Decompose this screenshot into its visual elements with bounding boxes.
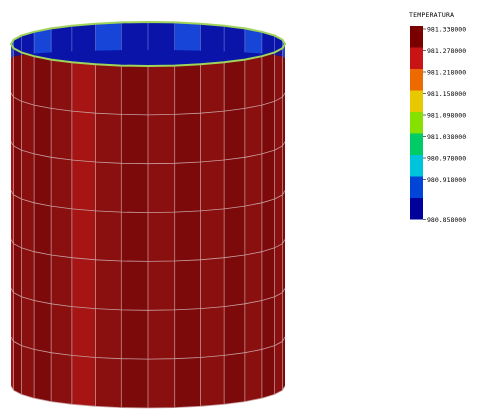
legend-swatch: [410, 112, 423, 134]
shell-facet: [200, 62, 225, 407]
legend-level-label: 980.918000: [427, 176, 466, 184]
interior-facet: [261, 31, 275, 55]
legend-swatch: [410, 155, 423, 177]
legend-swatch: [410, 198, 423, 220]
shell-facet: [244, 56, 262, 402]
shell-facet: [224, 59, 245, 405]
legend-level-label: 980.978000: [427, 154, 466, 162]
shell-facet: [71, 62, 96, 407]
legend-swatches: [410, 26, 426, 220]
legend-level-label: 981.338000: [427, 25, 466, 33]
interior-facet: [224, 25, 245, 53]
legend-swatch: [410, 69, 423, 91]
interior-facet: [95, 22, 122, 51]
shell-facet: [148, 65, 175, 409]
shell-facet: [121, 65, 148, 409]
legend-swatch: [410, 47, 423, 69]
shell-facet: [174, 64, 201, 408]
interior-facet: [174, 22, 201, 51]
legend-level-label: 981.098000: [427, 111, 466, 119]
legend-swatch: [410, 133, 423, 155]
legend-level-label: 981.038000: [427, 133, 466, 141]
color-legend: TEMPERATURA 981.338000 981.278000 981.2180…: [409, 11, 466, 224]
legend-level-label: 981.158000: [427, 90, 466, 98]
shell-facet: [11, 44, 14, 391]
legend-labels: 981.338000 981.278000 981.218000 981.158000…: [427, 25, 466, 224]
cylinder-interior: [11, 22, 285, 66]
shell-facet: [51, 59, 72, 405]
shell-facet: [282, 44, 285, 391]
cylinder-model: [9, 20, 287, 409]
shell-facet: [95, 64, 122, 408]
shell-facet: [21, 52, 35, 399]
interior-facet: [21, 31, 35, 55]
legend-title: TEMPERATURA: [409, 11, 454, 19]
shell-facet: [274, 48, 283, 395]
cylinder-mesh-seams: [13, 48, 283, 408]
interior-facet: [244, 28, 262, 54]
shell-facet: [261, 52, 275, 399]
interior-facet: [51, 25, 72, 53]
interior-facet: [200, 23, 225, 52]
interior-facet: [121, 22, 148, 51]
cylinder-rim: [9, 20, 287, 68]
cylinder-shell: [11, 44, 285, 409]
shell-facet: [34, 56, 52, 402]
legend-swatch: [410, 90, 423, 112]
legend-level-label: 981.218000: [427, 68, 466, 76]
legend-swatch: [410, 26, 423, 48]
shell-facet: [13, 48, 22, 395]
interior-facet: [71, 23, 96, 52]
legend-level-label: 980.858000: [427, 216, 466, 224]
interior-facet: [148, 22, 175, 51]
legend-swatch: [410, 176, 423, 198]
interior-facet: [34, 28, 52, 54]
legend-level-label: 981.278000: [427, 47, 466, 55]
